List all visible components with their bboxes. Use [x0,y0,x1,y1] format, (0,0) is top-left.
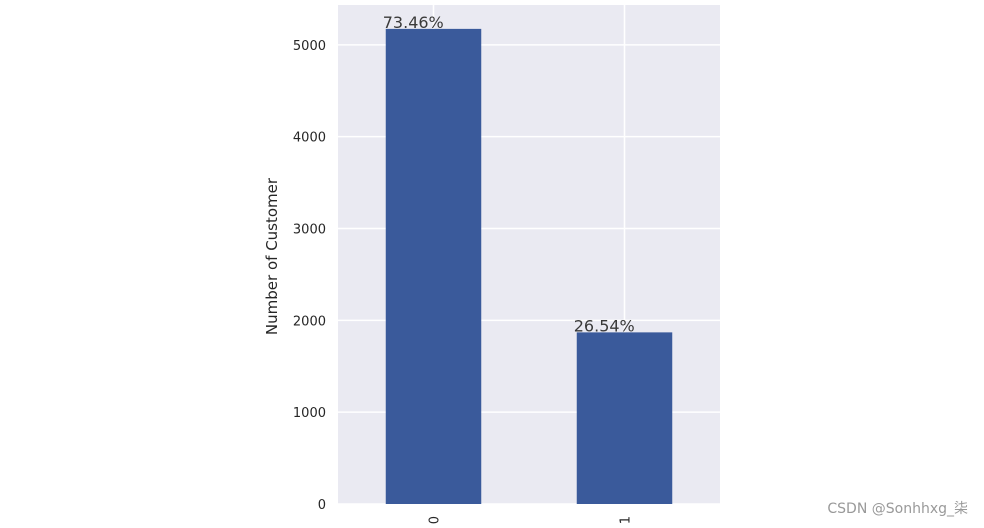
y-axis-label: Number of Customer [263,177,281,335]
y-tick-label: 4000 [293,131,326,146]
data-labels: 73.46% 26.54% [383,13,635,335]
y-axis-ticks: 0 1000 2000 3000 4000 5000 [293,39,326,513]
data-label: 26.54% [574,316,635,335]
data-label: 73.46% [383,13,444,32]
y-tick-label: 1000 [293,406,326,421]
x-tick-label: 0 [428,516,443,524]
x-tick-label: 1 [619,516,634,524]
watermark: CSDN @Sonhhxg_柒 [827,501,968,517]
y-tick-label: 5000 [293,39,326,54]
y-tick-label: 0 [318,498,326,513]
bar [576,332,673,504]
bar [385,28,482,504]
bars [385,28,673,504]
y-tick-label: 2000 [293,314,326,329]
y-tick-label: 3000 [293,223,326,238]
